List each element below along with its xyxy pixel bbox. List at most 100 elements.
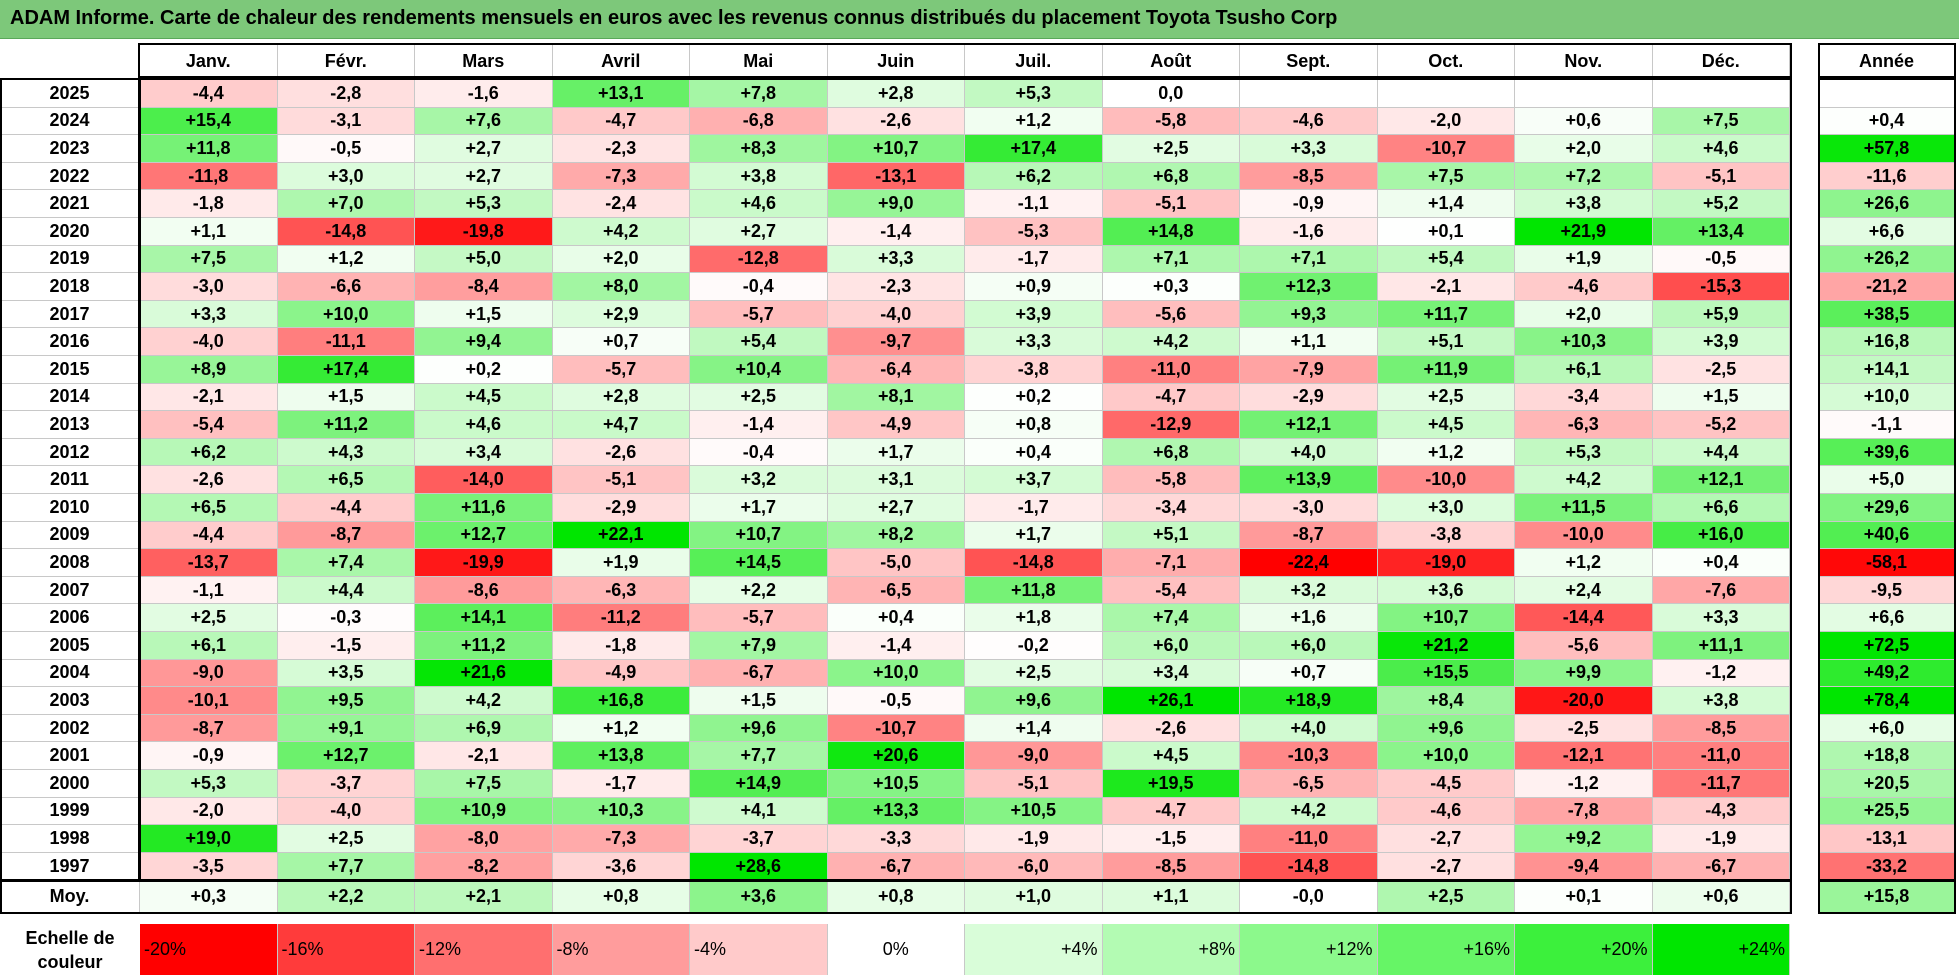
- scale-swatch: +16%: [1377, 924, 1515, 975]
- month-header: Avril: [552, 45, 690, 78]
- annual-cell: +10,0: [1819, 383, 1955, 412]
- heatmap-cell: -4,0: [827, 300, 965, 329]
- year-label: 2018: [0, 273, 140, 301]
- heatmap-cell: +11,6: [415, 494, 553, 522]
- heatmap-cell: +11,5: [1515, 494, 1653, 522]
- heatmap-cell: +2,7: [415, 162, 553, 191]
- scale-swatch: -16%: [277, 924, 415, 975]
- heatmap-cell: +1,5: [690, 687, 828, 715]
- heatmap-cell: +5,4: [1377, 245, 1515, 274]
- scale-swatch: 0%: [827, 924, 965, 975]
- annual-cell: -1,1: [1819, 411, 1955, 439]
- annual-cell: -33,2: [1819, 852, 1955, 881]
- heatmap-cell: +5,3: [140, 770, 278, 798]
- scale-swatch: +12%: [1240, 924, 1378, 975]
- heatmap-cell: +7,1: [1240, 245, 1378, 274]
- heatmap-cell: +4,6: [1652, 135, 1790, 163]
- heatmap-cell: +5,9: [1652, 300, 1790, 329]
- heatmap-cell: -2,0: [140, 797, 278, 826]
- heatmap-cell: +1,5: [415, 300, 553, 329]
- scale-swatch: -20%: [140, 924, 278, 975]
- heatmap-cell: +12,1: [1240, 411, 1378, 439]
- heatmap-cell: -0,9: [140, 742, 278, 770]
- heatmap-cell: -5,6: [1515, 632, 1653, 660]
- heatmap-cell: +0,7: [1240, 659, 1378, 688]
- annual-cell: +20,5: [1819, 770, 1955, 798]
- heatmap-cell: +9,9: [1515, 659, 1653, 688]
- scale-swatch: -8%: [552, 924, 690, 975]
- heatmap-cell: +14,9: [690, 770, 828, 798]
- heatmap-cell: +7,2: [1515, 162, 1653, 191]
- heatmap-cell: -2,1: [1377, 273, 1515, 301]
- heatmap-cell: -8,7: [140, 714, 278, 743]
- heatmap-cell: +5,1: [1377, 328, 1515, 356]
- annual-cell: -21,2: [1819, 273, 1955, 301]
- annual-cell: -11,6: [1819, 162, 1955, 191]
- heatmap-cell: -2,5: [1515, 714, 1653, 743]
- heatmap-cell: -2,7: [1377, 825, 1515, 853]
- scale-swatch: +4%: [965, 924, 1103, 975]
- heatmap-cell: +4,4: [1652, 438, 1790, 467]
- heatmap-cell: +3,8: [690, 162, 828, 191]
- heatmap-cell: +4,0: [1240, 714, 1378, 743]
- heatmap-cell: +10,0: [1377, 742, 1515, 770]
- year-label: 1997: [0, 852, 140, 881]
- year-label: 2025: [0, 80, 140, 108]
- heatmap-cell: +3,3: [140, 300, 278, 329]
- heatmap-cell: +7,0: [277, 190, 415, 218]
- heatmap-cell: +0,9: [965, 273, 1103, 301]
- annual-cell: +57,8: [1819, 135, 1955, 163]
- annual-cell: +78,4: [1819, 687, 1955, 715]
- scale-label: Echelle de couleur: [25, 928, 115, 972]
- heatmap-cell: -2,1: [140, 383, 278, 412]
- heatmap-cell: +7,5: [415, 770, 553, 798]
- heatmap-cell: +5,4: [690, 328, 828, 356]
- heatmap-cell: +12,1: [1652, 466, 1790, 494]
- heatmap-cell: +6,0: [1102, 632, 1240, 660]
- month-header: Juin: [827, 45, 965, 78]
- annual-cell: +5,0: [1819, 466, 1955, 494]
- heatmap-cell: +13,1: [552, 80, 690, 108]
- heatmap-cell: -2,6: [1102, 714, 1240, 743]
- heatmap-cell: +3,3: [1652, 604, 1790, 632]
- month-header: Déc.: [1652, 45, 1790, 78]
- annual-cell: [1819, 80, 1955, 108]
- heatmap-cell: +11,2: [415, 632, 553, 660]
- annual-cell: +39,6: [1819, 438, 1955, 467]
- scale-swatch: +20%: [1515, 924, 1653, 975]
- heatmap-cell: -6,6: [277, 273, 415, 301]
- heatmap-cell: -14,4: [1515, 604, 1653, 632]
- heatmap-cell: -1,1: [965, 190, 1103, 218]
- year-label: 2001: [0, 742, 140, 770]
- heatmap-cell: -3,1: [277, 107, 415, 136]
- heatmap-cell: -2,4: [552, 190, 690, 218]
- heatmap-cell: +12,3: [1240, 273, 1378, 301]
- heatmap-cell: -2,8: [277, 80, 415, 108]
- heatmap-cell: -5,1: [1652, 162, 1790, 191]
- heatmap-cell: +3,0: [277, 162, 415, 191]
- month-header: Juil.: [965, 45, 1103, 78]
- heatmap-cell: +9,3: [1240, 300, 1378, 329]
- heatmap-cell: +11,1: [1652, 632, 1790, 660]
- heatmap-cell: -7,8: [1515, 797, 1653, 826]
- heatmap-cell: -0,5: [277, 135, 415, 163]
- heatmap-cell: -11,0: [1102, 356, 1240, 384]
- heatmap-cell: +3,4: [1102, 659, 1240, 688]
- heatmap-cell: -15,3: [1652, 273, 1790, 301]
- heatmap-cell: -2,0: [1377, 107, 1515, 136]
- heatmap-cell: +3,8: [1515, 190, 1653, 218]
- heatmap-cell: +8,1: [827, 383, 965, 412]
- heatmap-cell: -5,2: [1652, 411, 1790, 439]
- heatmap-cell: -4,4: [277, 494, 415, 522]
- heatmap-cell: -7,6: [1652, 576, 1790, 605]
- heatmap-cell: -5,7: [690, 604, 828, 632]
- heatmap-cell: +1,7: [827, 438, 965, 467]
- heatmap-cell: +7,4: [277, 549, 415, 577]
- heatmap-cell: -7,9: [1240, 356, 1378, 384]
- heatmap-cell: +5,2: [1652, 190, 1790, 218]
- heatmap-cell: -4,5: [1377, 770, 1515, 798]
- heatmap-cell: -5,1: [552, 466, 690, 494]
- heatmap-cell: +0,4: [965, 438, 1103, 467]
- year-label: 2023: [0, 135, 140, 163]
- heatmap-cell: -6,7: [1652, 852, 1790, 881]
